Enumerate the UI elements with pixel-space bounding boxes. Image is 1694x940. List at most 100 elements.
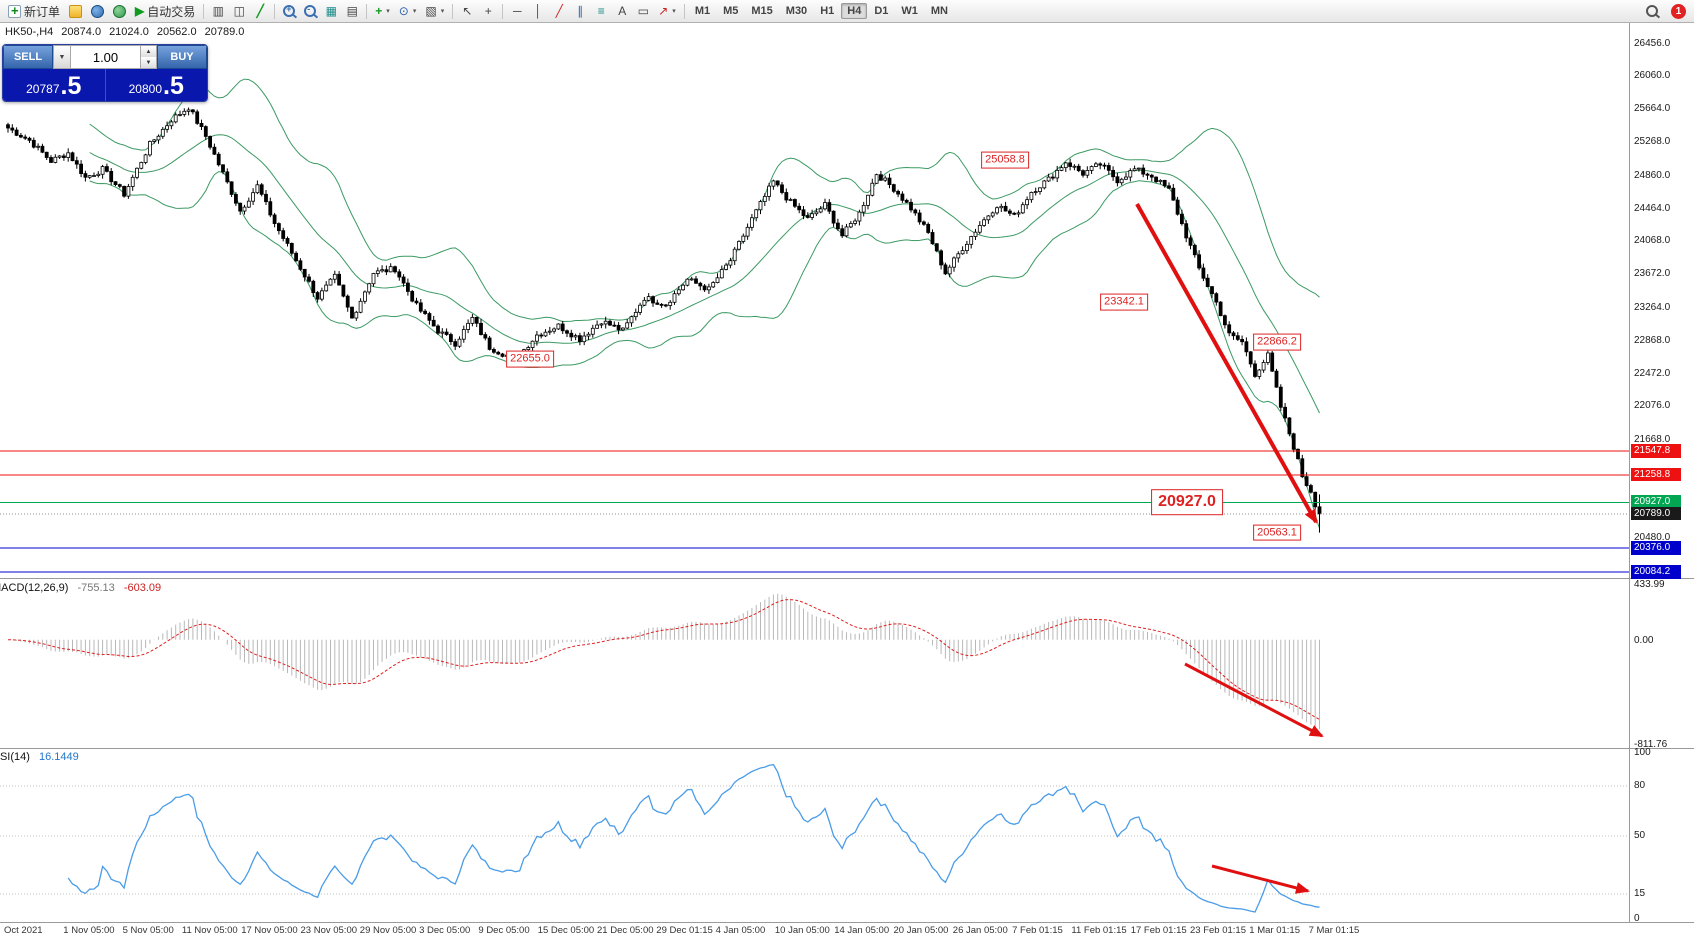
rsi-scale-tick: 100 — [1634, 747, 1651, 758]
metaeditor-icon — [69, 4, 83, 18]
tile-windows-button[interactable]: ▦ — [321, 2, 341, 20]
rsi-scale-tick: 15 — [1634, 888, 1646, 900]
time-label: 10 Jan 05:00 — [774, 925, 830, 936]
timeframe-button-m15[interactable]: M15 — [751, 5, 773, 17]
time-label: 7 Feb 01:15 — [1012, 925, 1063, 936]
template-icon: ▧ — [425, 4, 437, 18]
metaeditor-button[interactable] — [65, 2, 86, 20]
timeframe-button-d1[interactable]: D1 — [874, 5, 889, 17]
macd-scale-tick: 433.99 — [1634, 579, 1665, 590]
crosshair-button[interactable]: + — [478, 2, 498, 20]
toolbar-separator — [452, 3, 454, 19]
timeframe-button-mn[interactable]: MN — [930, 5, 948, 17]
chevron-down-icon: ▾ — [672, 8, 676, 15]
time-label: 20 Jan 05:00 — [893, 925, 949, 936]
community-icon — [113, 4, 127, 18]
chevron-down-icon: ▾ — [440, 8, 445, 15]
zoom-in-icon: + — [283, 5, 296, 17]
toolbar-separator — [683, 3, 685, 19]
timeframe-button-h1[interactable]: H1 — [820, 5, 835, 17]
zoom-out-button[interactable]: - — [300, 2, 320, 20]
auto-trading-button[interactable]: ▶ 自动交易 — [131, 2, 199, 20]
text-tool-button[interactable]: A — [612, 2, 632, 20]
price-line-label: 20789.0 — [1631, 506, 1681, 521]
auto-trading-label: 自动交易 — [147, 4, 196, 19]
timeframe-button-w1[interactable]: W1 — [901, 5, 918, 17]
cursor-icon: ↖ — [462, 4, 473, 18]
rsi-name: RSI(14) — [0, 751, 30, 763]
bar-chart-icon: ▥ — [212, 4, 224, 18]
vertical-line-button[interactable]: │ — [528, 2, 548, 20]
price-line-label: 21547.8 — [1631, 444, 1681, 458]
timeframe-button-m5[interactable]: M5 — [723, 5, 739, 17]
chart-symbol-ohlc: HK50-,H4 20874.0 21024.0 20562.0 20789.0 — [5, 26, 244, 38]
periods-button[interactable]: ⊙ ▾ — [395, 2, 421, 20]
volume-dropdown[interactable]: ▼ — [53, 45, 71, 69]
line-chart-button[interactable]: ╱ — [250, 2, 270, 20]
buy-button[interactable]: BUY — [157, 45, 207, 69]
label-tool-button[interactable]: ▭ — [633, 2, 653, 20]
macd-indicator-label: MACD(12,26,9) -755.13 -603.09 — [0, 582, 161, 594]
fibonacci-button[interactable]: ≡ — [591, 2, 611, 20]
bid-price[interactable]: 20787 .5 — [3, 69, 105, 101]
chevron-down-icon: ▾ — [412, 8, 417, 15]
new-order-button[interactable]: 新订单 — [4, 2, 64, 20]
macd-name: MACD(12,26,9) — [0, 582, 69, 594]
vertical-line-icon: │ — [534, 4, 542, 18]
macd-scale-tick: 0.00 — [1634, 634, 1654, 646]
bar-chart-button[interactable]: ▥ — [208, 2, 228, 20]
time-label: 23 Nov 05:00 — [300, 925, 358, 936]
cursor-button[interactable]: ↖ — [457, 2, 477, 20]
zoom-in-button[interactable]: + — [279, 2, 299, 20]
trendline-icon: ╱ — [555, 4, 563, 18]
channel-icon: ∥ — [577, 4, 584, 18]
price-tick: 26060.0 — [1634, 70, 1671, 82]
indicators-button[interactable]: + ▾ — [371, 2, 394, 20]
sell-button[interactable]: SELL — [3, 45, 53, 69]
crosshair-icon: + — [484, 4, 492, 18]
price-axis[interactable]: 26456.0 26060.0 25664.0 25268.0 24860.0 24464… — [1630, 22, 1694, 940]
time-label: 15 Dec 05:00 — [537, 925, 595, 936]
time-label: 11 Nov 05:00 — [181, 925, 238, 936]
trendline-button[interactable]: ╱ — [549, 2, 569, 20]
trade-controls-row: SELL ▼ ▲ ▼ BUY — [3, 45, 207, 69]
cascade-windows-button[interactable]: ▤ — [342, 2, 362, 20]
time-label: 29 Dec 01:15 — [656, 925, 713, 936]
stepper-down-icon[interactable]: ▼ — [141, 57, 156, 68]
price-tick: 23264.0 — [1634, 301, 1671, 313]
horizontal-line-button[interactable]: ─ — [507, 2, 527, 20]
time-axis[interactable]: Oct 2021 1 Nov 05:00 5 Nov 05:00 11 Nov 05:… — [0, 923, 1630, 940]
arrows-tool-button[interactable]: ↗ ▾ — [654, 2, 680, 20]
channel-button[interactable]: ∥ — [570, 2, 590, 20]
time-label: 7 Mar 01:15 — [1308, 925, 1360, 936]
price-tick: 24068.0 — [1634, 235, 1671, 247]
chevron-down-icon: ▾ — [386, 8, 390, 15]
timeframe-button-m30[interactable]: M30 — [785, 5, 808, 17]
price-line-label: 20927.0 — [1631, 495, 1681, 509]
notification-badge[interactable]: 1 — [1671, 3, 1686, 19]
auto-trading-icon: ▶ — [135, 4, 145, 18]
volume-input[interactable] — [71, 45, 141, 69]
time-label: 17 Nov 05:00 — [241, 925, 298, 936]
volume-stepper[interactable]: ▲ ▼ — [141, 45, 157, 69]
chevron-down-icon: ▼ — [58, 53, 66, 61]
profile-button[interactable] — [87, 2, 108, 20]
rsi-scale-tick: 50 — [1634, 830, 1646, 841]
candlestick-chart-button[interactable]: ◫ — [229, 2, 249, 20]
time-label: 5 Nov 05:00 — [122, 925, 174, 936]
timeframe-button-h4[interactable]: H4 — [841, 3, 868, 19]
templates-button[interactable]: ▧ ▾ — [421, 2, 448, 20]
stepper-up-icon[interactable]: ▲ — [141, 46, 156, 57]
one-click-trading-panel: SELL ▼ ▲ ▼ BUY 20787 .5 20800 .5 — [2, 44, 208, 102]
timeframe-button-m1[interactable]: M1 — [694, 5, 711, 17]
time-label: 23 Feb 01:15 — [1190, 925, 1246, 936]
ask-price[interactable]: 20800 .5 — [106, 69, 208, 101]
price-tick: 24464.0 — [1634, 202, 1671, 214]
community-button[interactable] — [109, 2, 130, 20]
time-label: 29 Nov 05:00 — [359, 925, 417, 936]
ask-price-main: 20800 — [128, 81, 162, 96]
search-button[interactable] — [1642, 2, 1662, 20]
price-tick: 26456.0 — [1634, 37, 1671, 49]
price-tick: 22868.0 — [1634, 334, 1671, 346]
